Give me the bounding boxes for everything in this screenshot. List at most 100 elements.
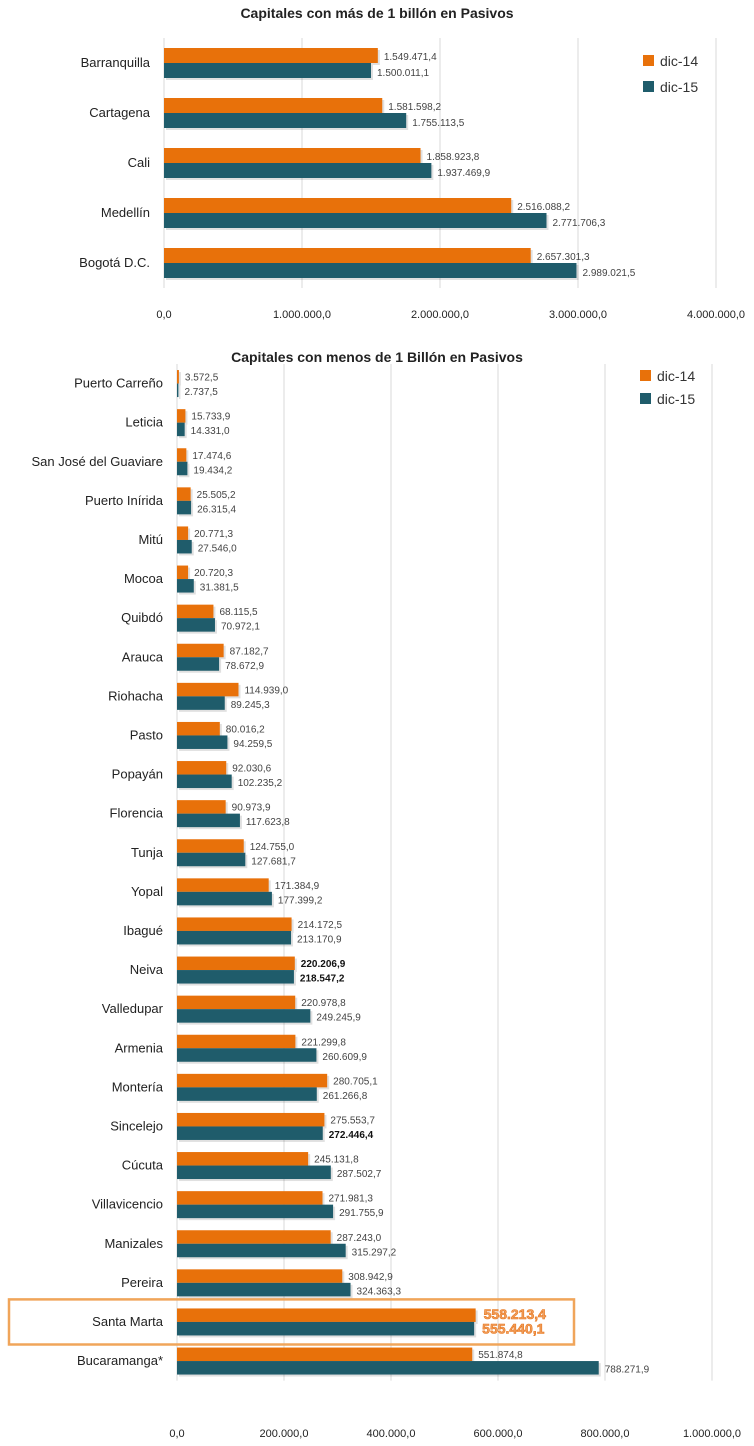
chart-1-x-tick-label: 3.000.000,0 bbox=[549, 309, 607, 321]
chart-2-x-tick-label: 1.000.000,0 bbox=[683, 1428, 741, 1440]
bar-dic-15-leticia bbox=[177, 422, 185, 437]
data-label-dic-14-san-jose-del-guaviare: 17.474,6 bbox=[192, 451, 231, 462]
data-label-dic-15-bucaramanga: 788.271,9 bbox=[605, 1365, 650, 1376]
data-label-dic-15-bogota-d-c: 2.989.021,5 bbox=[582, 268, 635, 279]
bar-dic-15-bucaramanga bbox=[177, 1361, 599, 1375]
data-label-dic-15-santa-marta: 555.440,1 bbox=[482, 1320, 544, 1336]
data-label-dic-14-cali: 1.858.923,8 bbox=[427, 152, 480, 163]
bar-dic-14-armenia bbox=[177, 1034, 296, 1049]
bar-dic-14-medellin bbox=[164, 198, 512, 213]
chart-2-category-label-riohacha: Riohacha bbox=[108, 688, 164, 703]
chart-2-category-label-villavicencio: Villavicencio bbox=[92, 1197, 163, 1212]
bar-dic-14-cartagena bbox=[164, 98, 383, 113]
data-label-dic-15-valledupar: 249.245,9 bbox=[316, 1013, 361, 1024]
bar-dic-14-neiva bbox=[177, 956, 295, 971]
data-label-dic-15-tunja: 127.681,7 bbox=[251, 856, 296, 867]
legend-swatch-dic-14 bbox=[643, 55, 654, 66]
bar-dic-15-medellin bbox=[164, 213, 547, 228]
bar-dic-15-pereira bbox=[177, 1282, 351, 1297]
chart-2-category-label-pasto: Pasto bbox=[130, 727, 163, 742]
legend-label-dic-14: dic-14 bbox=[660, 53, 698, 69]
bar-dic-15-barranquilla bbox=[164, 63, 372, 78]
bar-dic-14-santa-marta bbox=[177, 1308, 476, 1322]
chart-2-category-label-yopal: Yopal bbox=[131, 884, 163, 899]
bar-dic-14-puerto-carreno bbox=[177, 370, 179, 384]
chart-1-category-label-cartagena: Cartagena bbox=[89, 105, 150, 120]
bar-dic-14-cali bbox=[164, 148, 421, 163]
bar-dic-14-tunja bbox=[177, 839, 244, 853]
legend-swatch-dic-15 bbox=[643, 81, 654, 92]
chart-1-x-tick-label: 4.000.000,0 bbox=[687, 309, 745, 321]
data-label-dic-15-puerto-inirida: 26.315,4 bbox=[197, 504, 236, 515]
bar-shadow bbox=[179, 372, 181, 386]
data-label-dic-14-quibdo: 68.115,5 bbox=[219, 607, 258, 618]
bar-dic-15-villavicencio bbox=[177, 1204, 334, 1219]
chart-1-category-label-barranquilla: Barranquilla bbox=[81, 55, 151, 70]
chart-2-category-label-mitu: Mitú bbox=[138, 532, 163, 547]
bar-dic-15-ibague bbox=[177, 930, 292, 945]
bar-dic-14-san-jose-del-guaviare bbox=[177, 448, 187, 462]
bar-dic-14-mitu bbox=[177, 526, 189, 540]
legend-label-dic-15: dic-15 bbox=[657, 391, 695, 407]
data-label-dic-15-pereira: 324.363,3 bbox=[357, 1286, 402, 1297]
bar-dic-14-florencia bbox=[177, 800, 226, 814]
bar-dic-15-armenia bbox=[177, 1048, 317, 1062]
chart-2-category-label-leticia: Leticia bbox=[125, 415, 163, 430]
data-label-dic-14-cartagena: 1.581.598,2 bbox=[388, 102, 441, 113]
data-label-dic-14-bogota-d-c: 2.657.301,3 bbox=[537, 252, 590, 263]
bar-dic-14-yopal bbox=[177, 878, 269, 892]
data-label-dic-15-florencia: 117.623,8 bbox=[246, 817, 290, 828]
data-label-dic-15-cucuta: 287.502,7 bbox=[337, 1169, 382, 1180]
bar-dic-15-mitu bbox=[177, 539, 192, 554]
bar-dic-14-barranquilla bbox=[164, 48, 378, 63]
chart-1-x-tick-label: 2.000.000,0 bbox=[411, 309, 469, 321]
data-label-dic-15-manizales: 315.297,2 bbox=[352, 1247, 397, 1258]
chart-1-x-tick-label: 1.000.000,0 bbox=[273, 309, 331, 321]
bar-dic-14-quibdo bbox=[177, 604, 214, 619]
chart-2-category-label-bucaramanga: Bucaramanga* bbox=[77, 1353, 163, 1368]
data-label-dic-14-valledupar: 220.978,8 bbox=[301, 998, 346, 1009]
bar-dic-14-villavicencio bbox=[177, 1191, 323, 1205]
chart-1-category-label-bogota-d-c: Bogotá D.C. bbox=[79, 255, 150, 270]
chart-2-title: Capitales con menos de 1 Billón en Pasiv… bbox=[231, 349, 523, 365]
highlight-box-santa-marta bbox=[7, 1298, 576, 1346]
chart-2-x-tick-label: 400.000,0 bbox=[367, 1428, 416, 1440]
bar-dic-14-cucuta bbox=[177, 1152, 309, 1166]
data-label-dic-14-manizales: 287.243,0 bbox=[337, 1233, 382, 1244]
data-label-dic-15-medellin: 2.771.706,3 bbox=[552, 218, 605, 229]
data-label-dic-14-medellin: 2.516.088,2 bbox=[517, 202, 570, 213]
data-label-dic-14-cucuta: 245.131,8 bbox=[314, 1155, 359, 1166]
data-label-dic-14-yopal: 171.384,9 bbox=[275, 881, 320, 892]
data-label-dic-15-armenia: 260.609,9 bbox=[322, 1052, 367, 1063]
data-label-dic-14-florencia: 90.973,9 bbox=[232, 803, 271, 814]
data-label-dic-15-barranquilla: 1.500.011,1 bbox=[377, 68, 430, 79]
data-label-dic-15-yopal: 177.399,2 bbox=[278, 895, 323, 906]
data-label-dic-15-mocoa: 31.381,5 bbox=[200, 583, 239, 594]
legend-swatch-dic-15 bbox=[640, 393, 651, 404]
bar-dic-14-mocoa bbox=[177, 565, 189, 580]
chart-2-category-label-valledupar: Valledupar bbox=[102, 1001, 164, 1016]
data-label-dic-15-monteria: 261.266,8 bbox=[323, 1091, 368, 1102]
data-label-dic-14-tunja: 124.755,0 bbox=[250, 842, 295, 853]
chart-1-title: Capitales con más de 1 billón en Pasivos bbox=[240, 5, 513, 21]
data-label-dic-14-santa-marta: 558.213,4 bbox=[484, 1306, 546, 1322]
bar-dic-15-puerto-carreno bbox=[177, 383, 179, 398]
bar-dic-15-cartagena bbox=[164, 113, 407, 128]
bar-dic-15-manizales bbox=[177, 1243, 346, 1258]
bar-dic-14-ibague bbox=[177, 917, 292, 931]
chart-2-category-label-arauca: Arauca bbox=[122, 649, 164, 664]
data-label-dic-15-leticia: 14.331,0 bbox=[191, 426, 230, 437]
chart-2-category-label-pereira: Pereira bbox=[121, 1275, 164, 1290]
bar-dic-15-yopal bbox=[177, 891, 272, 906]
bar-dic-14-popayan bbox=[177, 761, 227, 775]
bar-dic-15-santa-marta bbox=[177, 1321, 475, 1336]
data-label-dic-14-neiva: 220.206,9 bbox=[301, 959, 346, 970]
data-label-dic-14-bucaramanga: 551.874,8 bbox=[478, 1350, 523, 1361]
chart-top-large-capitals: Capitales con más de 1 billón en Pasivos… bbox=[79, 5, 745, 321]
bar-dic-15-quibdo bbox=[177, 618, 215, 632]
bar-dic-15-riohacha bbox=[177, 696, 225, 710]
legend-swatch-dic-14 bbox=[640, 370, 651, 381]
chart-2-category-label-neiva: Neiva bbox=[130, 962, 164, 977]
bar-dic-15-puerto-inirida bbox=[177, 500, 192, 515]
